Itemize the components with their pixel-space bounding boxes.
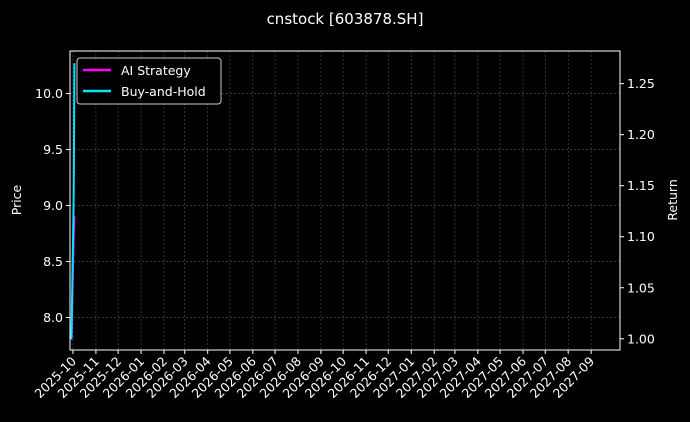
y-axis-left-label: Price bbox=[9, 184, 24, 215]
y-left-tick-label: 8.0 bbox=[43, 310, 63, 325]
y-left-tick-label: 8.5 bbox=[43, 254, 63, 269]
y-right-tick-label: 1.25 bbox=[627, 76, 655, 91]
legend-label-ai-strategy: AI Strategy bbox=[121, 63, 191, 78]
y-left-tick-label: 9.0 bbox=[43, 198, 63, 213]
y-right-tick-label: 1.10 bbox=[627, 229, 655, 244]
legend-label-buy-and-hold: Buy-and-Hold bbox=[121, 84, 206, 99]
series-line-buy-and-hold bbox=[70, 63, 76, 339]
chart-marks bbox=[70, 63, 76, 340]
chart-title: cnstock [603878.SH] bbox=[267, 10, 424, 28]
legend-box bbox=[76, 57, 222, 105]
y-right-tick-label: 1.00 bbox=[627, 331, 655, 346]
y-axis-right-label: Return bbox=[665, 179, 680, 220]
y-right-tick-label: 1.15 bbox=[627, 178, 655, 193]
y-right-tick-label: 1.20 bbox=[627, 127, 655, 142]
y-left-tick-label: 10.0 bbox=[35, 86, 63, 101]
plot-frame bbox=[69, 50, 621, 351]
y-left-tick-label: 9.5 bbox=[43, 142, 63, 157]
y-right-tick-label: 1.05 bbox=[627, 280, 655, 295]
legend: AI Strategy Buy-and-Hold bbox=[76, 57, 222, 105]
